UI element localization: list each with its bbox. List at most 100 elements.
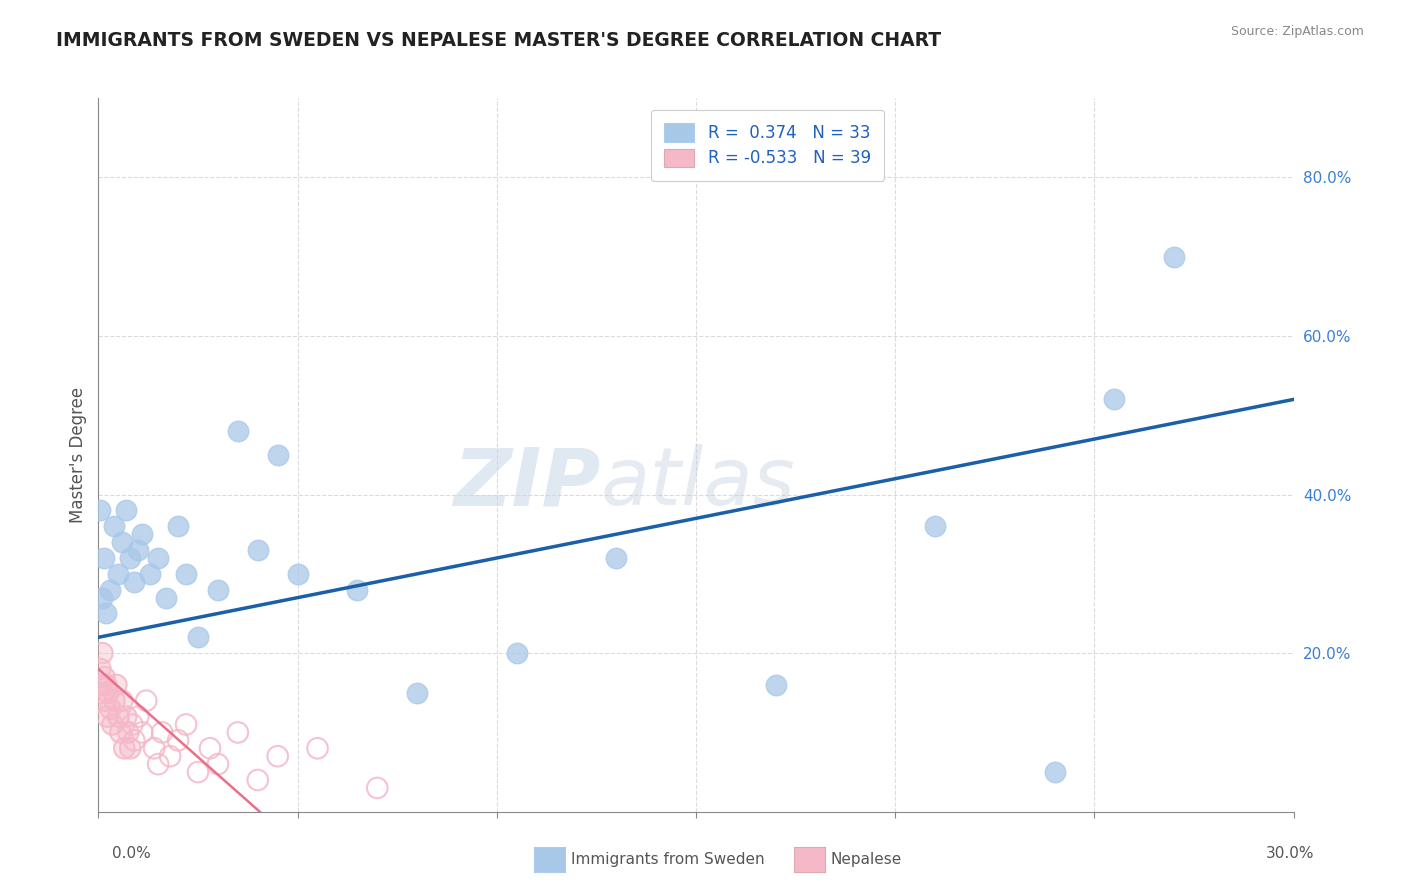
Point: [267, 448, 290, 462]
Text: Source: ZipAtlas.com: Source: ZipAtlas.com: [1230, 25, 1364, 38]
Point: [167, 519, 190, 533]
Text: Immigrants from Sweden: Immigrants from Sweden: [571, 853, 765, 867]
Point: [111, 694, 134, 708]
Point: [1163, 250, 1185, 264]
Point: [246, 543, 269, 558]
Point: [187, 765, 209, 780]
Point: [143, 741, 166, 756]
Point: [267, 749, 290, 764]
Point: [91, 686, 114, 700]
Point: [246, 772, 269, 787]
Point: [91, 646, 114, 660]
Point: [98, 701, 122, 715]
Point: [924, 519, 946, 533]
Point: [107, 709, 129, 723]
Point: [226, 725, 249, 739]
Point: [112, 741, 135, 756]
Point: [103, 519, 125, 533]
Point: [127, 709, 149, 723]
Point: [93, 551, 115, 566]
Point: [506, 646, 529, 660]
Point: [207, 582, 229, 597]
Point: [115, 503, 138, 517]
Point: [97, 686, 120, 700]
Point: [121, 717, 143, 731]
Point: [198, 741, 221, 756]
Point: [94, 694, 117, 708]
Point: [103, 694, 125, 708]
Point: [98, 582, 122, 597]
Text: Nepalese: Nepalese: [831, 853, 903, 867]
Point: [127, 543, 149, 558]
Point: [110, 725, 132, 739]
Point: [1043, 765, 1066, 780]
Point: [89, 503, 111, 517]
Text: ZIP: ZIP: [453, 444, 600, 523]
Point: [96, 709, 118, 723]
Point: [124, 574, 146, 589]
Point: [131, 725, 153, 739]
Point: [174, 717, 197, 731]
Point: [159, 749, 181, 764]
Point: [226, 424, 249, 438]
Point: [112, 741, 135, 756]
Text: IMMIGRANTS FROM SWEDEN VS NEPALESE MASTER'S DEGREE CORRELATION CHART: IMMIGRANTS FROM SWEDEN VS NEPALESE MASTE…: [56, 31, 942, 50]
Point: [605, 551, 627, 566]
Point: [103, 694, 125, 708]
Point: [89, 662, 111, 676]
Point: [90, 678, 112, 692]
Point: [96, 678, 118, 692]
Point: [1104, 392, 1126, 407]
Text: 30.0%: 30.0%: [1267, 846, 1315, 861]
Point: [91, 686, 114, 700]
Point: [105, 678, 128, 692]
Point: [115, 709, 138, 723]
Text: atlas: atlas: [600, 444, 796, 523]
Point: [117, 725, 139, 739]
Legend: R =  0.374   N = 33, R = -0.533   N = 39: R = 0.374 N = 33, R = -0.533 N = 39: [651, 110, 884, 181]
Point: [174, 566, 197, 581]
Point: [91, 646, 114, 660]
Point: [124, 733, 146, 747]
Point: [287, 566, 309, 581]
Point: [97, 686, 120, 700]
Point: [135, 694, 157, 708]
Point: [187, 630, 209, 644]
Point: [131, 527, 153, 541]
Point: [207, 757, 229, 772]
Point: [120, 551, 142, 566]
Point: [148, 757, 170, 772]
Point: [93, 670, 115, 684]
Point: [366, 780, 388, 795]
Point: [150, 725, 173, 739]
Point: [91, 591, 114, 605]
Point: [107, 709, 129, 723]
Point: [120, 741, 142, 756]
Point: [96, 709, 118, 723]
Point: [93, 670, 115, 684]
Point: [98, 701, 122, 715]
Point: [139, 566, 162, 581]
Point: [111, 535, 134, 549]
Point: [94, 694, 117, 708]
Point: [105, 678, 128, 692]
Point: [346, 582, 368, 597]
Point: [148, 551, 170, 566]
Point: [765, 678, 787, 692]
Point: [117, 725, 139, 739]
Y-axis label: Master's Degree: Master's Degree: [69, 387, 87, 523]
Point: [307, 741, 329, 756]
Point: [89, 662, 111, 676]
Point: [110, 725, 132, 739]
Text: 0.0%: 0.0%: [112, 846, 152, 861]
Point: [120, 741, 142, 756]
Point: [90, 678, 112, 692]
Point: [101, 717, 124, 731]
Point: [107, 566, 129, 581]
Point: [96, 607, 118, 621]
Point: [167, 733, 190, 747]
Point: [101, 717, 124, 731]
Point: [115, 709, 138, 723]
Point: [155, 591, 177, 605]
Point: [96, 678, 118, 692]
